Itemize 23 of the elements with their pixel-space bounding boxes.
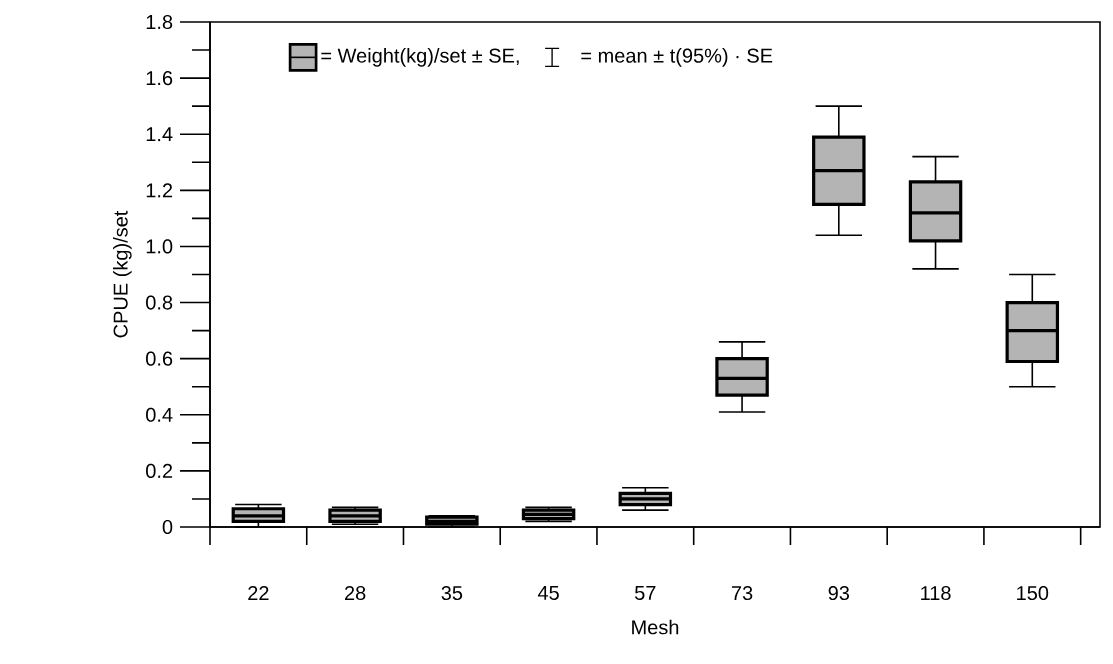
y-tick-label: 0.6 (146, 351, 173, 366)
x-tick-label: 150 (1017, 585, 1049, 601)
x-tick-label: 35 (441, 585, 463, 601)
x-tick-label: 93 (828, 585, 850, 601)
y-tick-label: 0 (162, 519, 173, 535)
y-tick-label: 1.8 (146, 14, 173, 30)
x-axis-title: Mesh (632, 619, 679, 635)
y-axis-title: CPUE (kg)/set (113, 210, 132, 338)
y-tick-label: 0.4 (146, 407, 173, 422)
x-tick-label: 28 (344, 585, 366, 601)
y-tick-label: 1.0 (146, 239, 173, 254)
y-tick-label: 1.6 (146, 71, 173, 86)
y-tick-label: 0.2 (146, 463, 173, 478)
y-tick-label: 1.4 (146, 127, 173, 142)
annotation: = mean ± t(95%) · SE (581, 48, 773, 67)
y-tick-label: 0.8 (146, 295, 173, 310)
legend-label: = Weight(kg)/set ± SE, (321, 48, 519, 67)
x-tick-label: 118 (921, 585, 951, 601)
x-tick-label: 73 (731, 585, 753, 601)
x-tick-label: 57 (635, 585, 656, 600)
y-tick-label: 1.2 (146, 183, 173, 198)
x-tick-label: 45 (537, 585, 559, 600)
x-tick-label: 22 (248, 585, 269, 600)
